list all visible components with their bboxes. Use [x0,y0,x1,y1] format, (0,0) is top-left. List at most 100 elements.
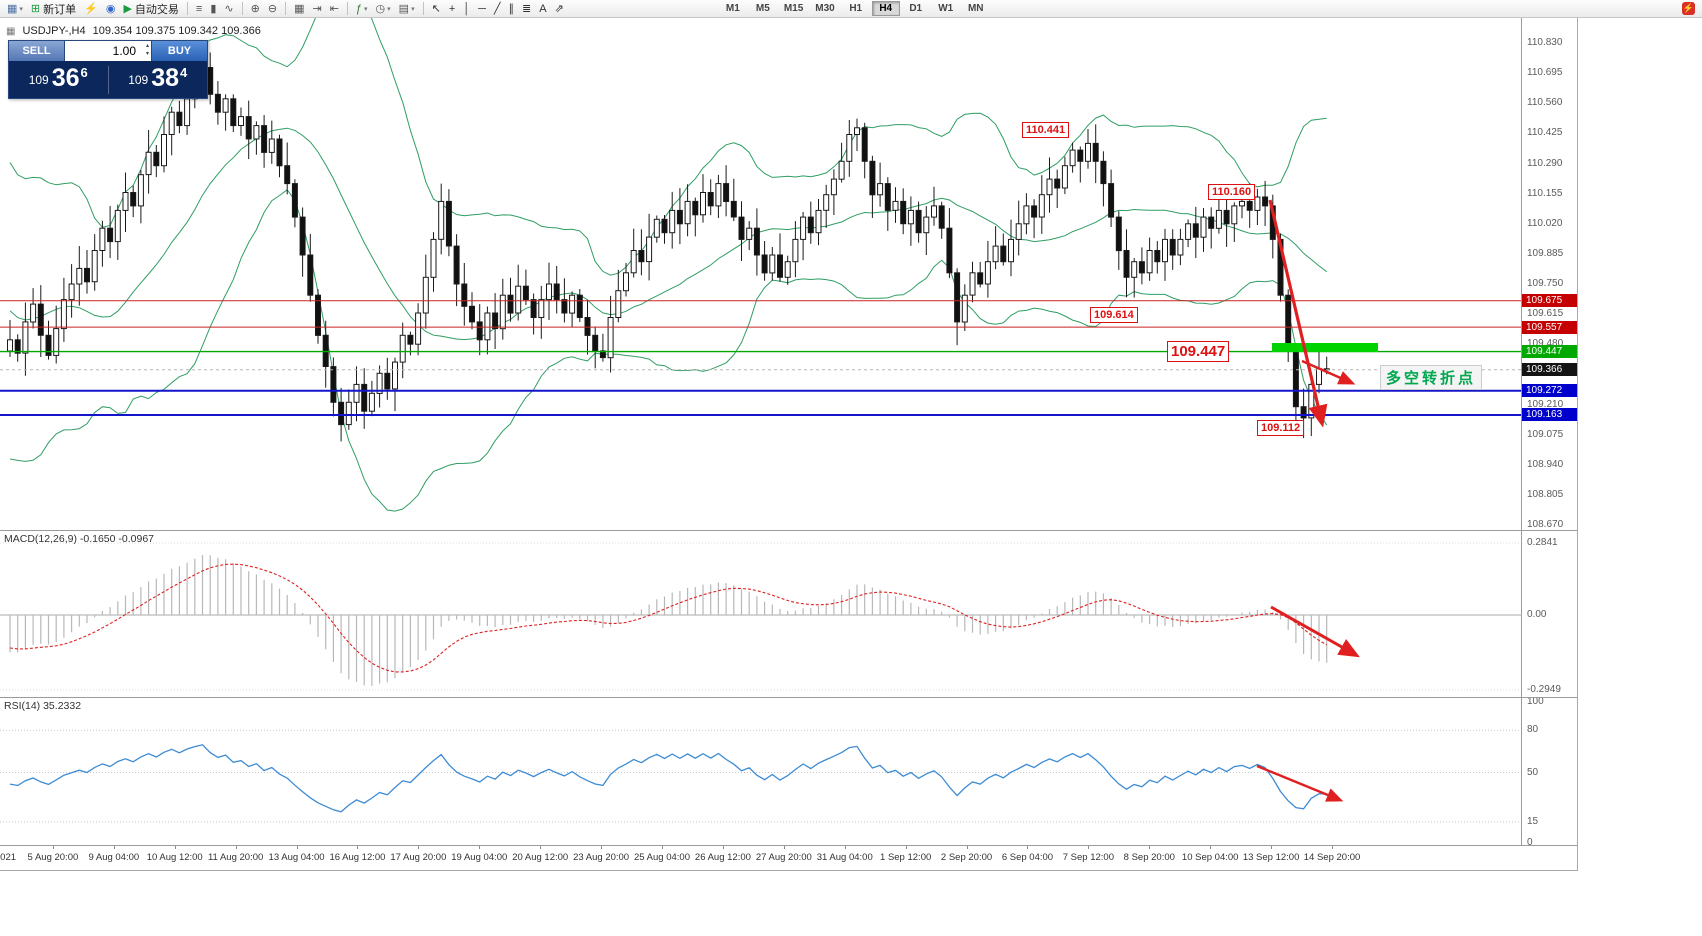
cursor-button[interactable]: ↖ [429,1,444,17]
timeframe-d1[interactable]: D1 [909,3,923,14]
channel-button[interactable]: ∥ [506,1,518,17]
turning-point-label[interactable]: 多空转折点 [1380,365,1483,390]
timeframe-mn[interactable]: MN [967,3,984,14]
time-tick [905,846,907,849]
time-label: 11 Aug 20:00 [207,852,264,863]
time-tick [296,846,298,849]
time-label: 26 Aug 12:00 [694,852,751,863]
candlestick-chart-button[interactable]: ▮ [207,1,219,17]
pane-separator[interactable] [0,530,1577,531]
new-order-button[interactable]: ⊞ 新订单 [28,1,79,17]
time-axis[interactable]: 4 Aug 2021 5 Aug 20:00 9 Aug 04:00 10 Aug 1… [0,846,1521,870]
timeframe-h1[interactable]: H1 [849,3,863,14]
fibonacci-button[interactable]: ≣ [519,1,534,17]
price-callout[interactable]: 110.160 [1208,184,1256,200]
arrows-button[interactable]: ⇗ [552,1,567,17]
time-tick [357,846,359,849]
timeframe-m30[interactable]: M30 [815,3,835,14]
price-flag-109.163: 109.163 [1522,408,1577,422]
time-label: 16 Aug 12:00 [329,852,386,863]
bollinger-lower-band [9,189,1328,512]
auto-scroll-button[interactable]: ⇥ [309,1,324,17]
auto-scroll-icon: ⇥ [312,2,322,15]
zoom-out-button[interactable]: ⊖ [265,1,280,17]
price-scale-label: 110.155 [1527,187,1563,199]
time-label: 19 Aug 04:00 [451,852,508,863]
price-callout[interactable]: 110.441 [1022,122,1070,138]
dropdown-arrow-icon: ▾ [19,5,23,13]
sell-button[interactable]: SELL [9,41,64,61]
time-label: 1 Sep 12:00 [880,852,932,863]
timeframe-m1[interactable]: M1 [725,3,740,14]
tile-windows-button[interactable]: ▦ [291,1,307,17]
price-scale-label: 109.615 [1527,308,1564,320]
horizontal-line-button[interactable]: ─ [475,1,489,17]
main-chart[interactable] [0,18,1521,530]
trendline-button[interactable]: ╱ [491,1,504,17]
macd-panel[interactable] [0,531,1521,697]
templates-icon: ▤ [398,2,410,15]
time-label: 4 Aug 2021 [0,852,17,863]
timeframe-h4[interactable]: H4 [871,1,900,16]
buy-price[interactable]: 109 38 4 [109,65,208,94]
price-scale-label: 110.695 [1527,67,1563,79]
autotrading-button[interactable]: ▶ 自动交易 [120,1,181,17]
price-scale-label: 109.075 [1527,428,1564,440]
time-tick [1027,846,1029,849]
time-tick [844,846,846,849]
market-watch-icon: ◉ [105,2,116,15]
time-label: 8 Sep 20:00 [1123,852,1175,863]
buy-button[interactable]: BUY [152,41,207,61]
bar-chart-button[interactable]: ≡ [193,1,205,17]
vertical-line-button[interactable]: │ [460,1,473,17]
time-label: 27 Aug 20:00 [755,852,812,863]
periods-button[interactable]: ◷ ▾ [373,1,394,17]
indicators-button[interactable]: ƒ ▾ [353,1,371,17]
price-flag-109.366: 109.366 [1522,363,1577,377]
alert-icon[interactable]: ⚡ [1682,2,1695,15]
zoom-in-button[interactable]: ⊕ [248,1,263,17]
timeframe-w1[interactable]: W1 [938,3,954,14]
crosshair-button[interactable]: + [446,1,458,17]
metaeditor-button[interactable]: ⚡ [81,1,101,17]
chart-shift-button[interactable]: ⇤ [327,1,342,17]
line-chart-button[interactable]: ∿ [221,1,236,17]
toolbar-separator [186,2,188,15]
time-label: 23 Aug 20:00 [573,852,630,863]
timeframe-toolbar: M1 M5 M15 M30 H1 H4 D1 W1 MN [718,1,991,16]
price-flag-109.447: 109.447 [1522,345,1577,359]
zoom-in-icon: ⊕ [250,2,260,15]
candles [7,49,1330,442]
rsi-scale-label: 15 [1527,815,1539,827]
volume-spinner: ▴ ▾ [146,42,149,58]
new-chart-button[interactable]: ▦ ▾ [4,1,26,17]
time-label: 17 Aug 20:00 [390,852,447,863]
time-label: 31 Aug 04:00 [816,852,873,863]
macd-scale-max: 0.2841 [1527,537,1558,548]
volume-down-icon[interactable]: ▾ [145,51,149,57]
rsi-scale-label: 0 [1527,837,1533,848]
market-watch-button[interactable]: ◉ [103,1,119,17]
sell-price[interactable]: 109 36 6 [9,65,108,94]
price-callout[interactable]: 109.112 [1257,420,1305,436]
price-callout[interactable]: 109.614 [1090,307,1138,323]
timeframe-m5[interactable]: M5 [755,3,770,14]
rsi-scale-label: 100 [1527,696,1544,707]
rsi-scale-label: 50 [1527,766,1539,778]
text-button[interactable]: A [536,1,549,17]
timeframe-m15[interactable]: M15 [783,3,804,14]
time-tick [1149,846,1151,849]
volume-up-icon[interactable]: ▴ [145,43,149,49]
bollinger-middle-band [9,127,1328,341]
templates-button[interactable]: ▤ ▾ [396,1,418,17]
time-tick [52,846,54,849]
price-callout[interactable]: 109.447 [1167,341,1230,362]
volume-field[interactable]: 1.00 ▴ ▾ [64,41,152,61]
macd-scale-zero: 0.00 [1527,609,1547,620]
pane-separator[interactable] [0,697,1577,698]
tile-windows-icon: ▦ [294,2,305,15]
buy-price-main: 38 [151,64,180,92]
highlight-rectangle[interactable] [1272,343,1378,352]
rsi-panel[interactable] [0,698,1521,845]
sell-price-main: 36 [51,64,80,92]
